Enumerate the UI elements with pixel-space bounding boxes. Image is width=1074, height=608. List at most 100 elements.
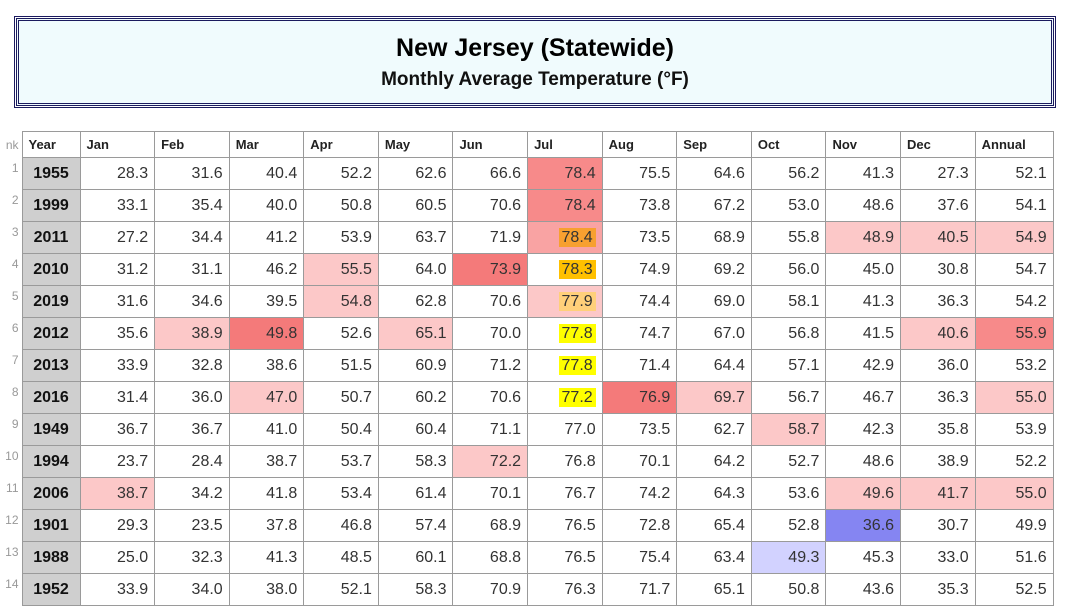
value-cell: 46.7 <box>825 381 902 414</box>
value-cell: 37.8 <box>228 509 305 542</box>
value-cell: 57.4 <box>377 509 454 542</box>
value-cell: 34.2 <box>154 477 230 510</box>
column-header: Annual <box>974 131 1054 158</box>
title: New Jersey (Statewide) <box>396 34 674 62</box>
value-cell: 36.7 <box>154 413 230 446</box>
data-row: 9 1949 36.7 36.7 41.0 50.4 60.4 71.1 77.0 73.5 62.… <box>0 413 1054 446</box>
value-cell: 75.4 <box>601 541 678 574</box>
value-cell: 38.0 <box>228 573 305 606</box>
value-cell: 54.7 <box>974 253 1054 286</box>
value-cell: 72.2 <box>452 445 529 478</box>
value-cell: 40.5 <box>900 221 976 254</box>
value-cell: 58.1 <box>750 285 827 318</box>
value-cell: 31.1 <box>154 253 230 286</box>
value-cell: 35.4 <box>154 189 230 222</box>
column-header: Sep <box>676 131 752 158</box>
value-cell: 29.3 <box>79 509 156 542</box>
value-cell: 40.0 <box>228 189 305 222</box>
value-cell: 36.3 <box>900 285 976 318</box>
highlighted-value: 78.4 <box>558 227 596 247</box>
value-cell: 73.8 <box>601 189 678 222</box>
rank-cell: 6 <box>11 320 19 335</box>
value-cell: 40.4 <box>228 157 305 190</box>
value-cell: 74.7 <box>601 317 678 350</box>
value-cell: 52.2 <box>974 445 1054 478</box>
highlighted-value: 77.8 <box>558 355 596 375</box>
value-cell: 69.0 <box>676 285 752 318</box>
value-cell: 41.7 <box>900 477 976 510</box>
value-cell: 58.7 <box>750 413 827 446</box>
value-cell: 64.2 <box>676 445 752 478</box>
rank-cell: 10 <box>5 448 19 463</box>
value-cell: 54.9 <box>974 221 1054 254</box>
value-cell: 49.6 <box>825 477 902 510</box>
value-cell: 64.4 <box>676 349 752 382</box>
value-cell: 74.9 <box>601 253 678 286</box>
column-header: Jul <box>527 131 603 158</box>
value-cell: 60.4 <box>377 413 454 446</box>
value-cell: 70.6 <box>452 381 529 414</box>
value-cell: 41.0 <box>228 413 305 446</box>
value-cell: 53.4 <box>303 477 379 510</box>
value-cell: 74.2 <box>601 477 678 510</box>
value-cell: 23.5 <box>154 509 230 542</box>
value-cell: 73.5 <box>601 221 678 254</box>
value-cell: 64.3 <box>676 477 752 510</box>
value-cell: 63.4 <box>676 541 752 574</box>
data-row: 11 2006 38.7 34.2 41.8 53.4 61.4 70.1 76.7 74.2 64… <box>0 477 1054 510</box>
value-cell: 40.6 <box>900 317 976 350</box>
value-cell: 76.9 <box>601 381 678 414</box>
rank-cell: 12 <box>5 512 19 527</box>
value-cell: 51.6 <box>974 541 1054 574</box>
value-cell: 53.0 <box>750 189 827 222</box>
value-cell: 55.0 <box>974 381 1054 414</box>
value-cell: 38.7 <box>228 445 305 478</box>
value-cell: 46.8 <box>303 509 379 542</box>
column-header: May <box>377 131 454 158</box>
value-cell: 56.0 <box>750 253 827 286</box>
value-cell: 71.9 <box>452 221 529 254</box>
value-cell: 45.3 <box>825 541 902 574</box>
year-cell: 1999 <box>21 189 81 222</box>
highlighted-value: 77.9 <box>558 291 596 311</box>
value-cell: 50.7 <box>303 381 379 414</box>
data-row: 5 2019 31.6 34.6 39.5 54.8 62.8 70.6 77.9 74.4 69.… <box>0 285 1054 318</box>
value-cell: 71.7 <box>601 573 678 606</box>
value-cell: 38.7 <box>79 477 156 510</box>
data-row: 10 1994 23.7 28.4 38.7 53.7 58.3 72.2 76.8 70.1 64… <box>0 445 1054 478</box>
value-cell: 62.8 <box>377 285 454 318</box>
year-cell: 1949 <box>21 413 81 446</box>
value-cell: 36.0 <box>154 381 230 414</box>
value-cell: 37.6 <box>900 189 976 222</box>
value-cell: 65.1 <box>676 573 752 606</box>
value-cell: 38.6 <box>228 349 305 382</box>
data-row: 6 2012 35.6 38.9 49.8 52.6 65.1 70.0 77.8 74.7 67.… <box>0 317 1054 350</box>
data-row: 7 2013 33.9 32.8 38.6 51.5 60.9 71.2 77.8 71.4 64.… <box>0 349 1054 382</box>
value-cell: 50.8 <box>750 573 827 606</box>
value-cell: 33.0 <box>900 541 976 574</box>
value-cell: 54.2 <box>974 285 1054 318</box>
year-cell: 2016 <box>21 381 81 414</box>
year-cell: 2011 <box>21 221 81 254</box>
value-cell: 72.8 <box>601 509 678 542</box>
rank-cell: 7 <box>11 352 19 367</box>
value-cell: 70.6 <box>452 285 529 318</box>
value-cell: 48.5 <box>303 541 379 574</box>
value-cell: 64.0 <box>377 253 454 286</box>
column-header: Jan <box>79 131 156 158</box>
rank-cell: 11 <box>6 480 19 495</box>
rank-cell: 3 <box>11 224 19 239</box>
value-cell: 34.4 <box>154 221 230 254</box>
value-cell: 49.8 <box>228 317 305 350</box>
value-cell: 31.2 <box>79 253 156 286</box>
rank-cell: 13 <box>5 544 19 559</box>
value-cell: 56.2 <box>750 157 827 190</box>
value-cell: 58.3 <box>377 445 454 478</box>
column-header: Jun <box>452 131 529 158</box>
value-cell: 48.9 <box>825 221 902 254</box>
value-cell: 34.0 <box>154 573 230 606</box>
value-cell: 35.8 <box>900 413 976 446</box>
value-cell: 43.6 <box>825 573 902 606</box>
data-row: 13 1988 25.0 32.3 41.3 48.5 60.1 68.8 76.5 75.4 63… <box>0 541 1054 574</box>
value-cell: 35.3 <box>900 573 976 606</box>
